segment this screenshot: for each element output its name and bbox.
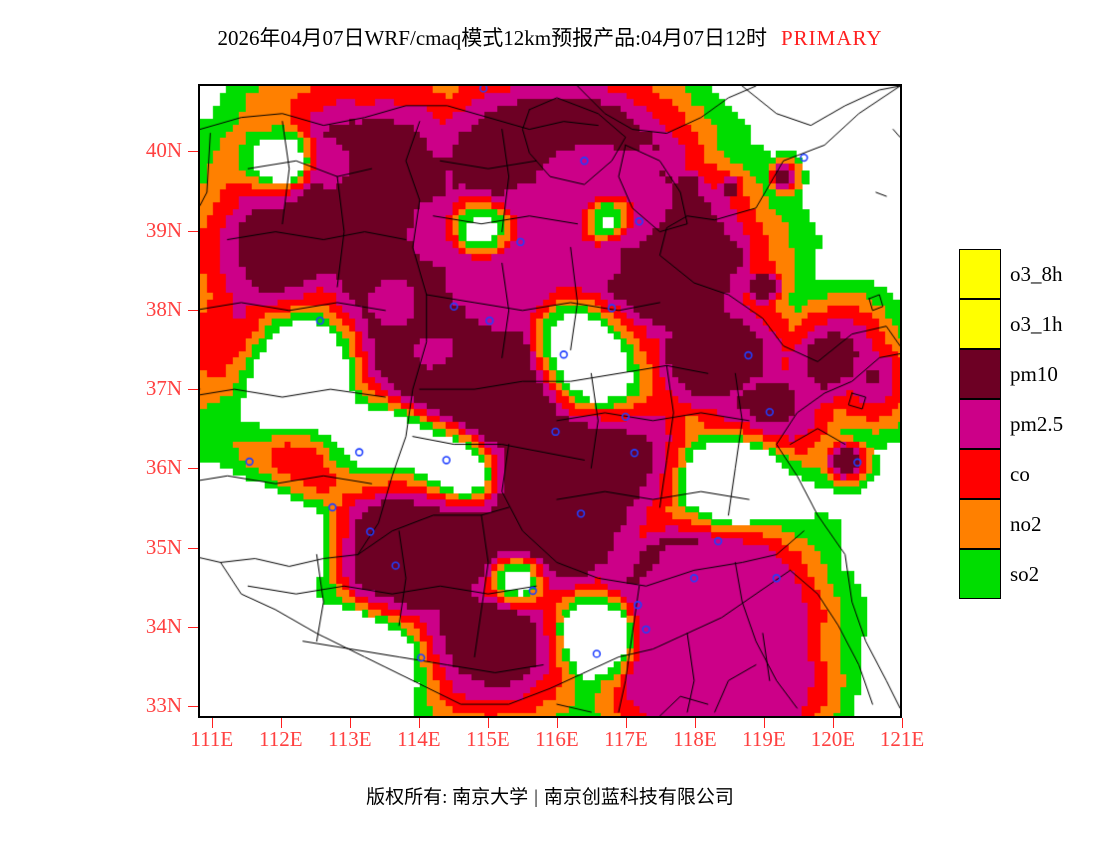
legend-swatch-icon [959, 299, 1001, 349]
x-axis-tick [211, 718, 213, 728]
legend-swatch-icon [959, 399, 1001, 449]
x-axis-label: 112E [259, 727, 303, 751]
x-axis-tick [902, 718, 903, 728]
x-axis-tick [625, 718, 627, 728]
map-plot-area[interactable] [198, 84, 902, 718]
footer-separator: | [534, 787, 538, 808]
x-axis-tick [487, 718, 489, 728]
x-axis-tick [556, 718, 558, 728]
y-axis-tick [188, 706, 198, 708]
legend-swatch-icon [959, 549, 1001, 599]
legend-item-o3-1h[interactable]: o3_1h [959, 299, 1063, 349]
y-axis-label: 39N [145, 217, 182, 242]
title-main-text: 2026年04月07日WRF/cmaq模式12km预报产品:04月07日12时 [217, 26, 767, 50]
y-axis-tick [188, 468, 198, 470]
legend-swatch-icon [959, 249, 1001, 299]
x-axis-label: 114E [397, 727, 441, 751]
y-axis-tick [188, 230, 198, 232]
y-axis-label: 34N [145, 613, 182, 638]
y-axis-tick [188, 389, 198, 391]
y-axis-label: 38N [145, 296, 182, 321]
legend-swatch-icon [959, 449, 1001, 499]
legend-label: co [1010, 461, 1030, 486]
legend-panel: o3_8h o3_1h pm10 pm2.5 co no2 so2 [959, 249, 1063, 599]
y-axis-tick [188, 626, 198, 628]
legend-label: pm2.5 [1010, 411, 1064, 436]
x-axis-label: 119E [742, 727, 786, 751]
y-axis-label: 35N [145, 534, 182, 559]
legend-swatch-icon [959, 349, 1001, 399]
title-primary-badge: PRIMARY [780, 26, 883, 50]
page-title: 2026年04月07日WRF/cmaq模式12km预报产品:04月07日12时 P… [0, 22, 1100, 52]
x-axis-label: 113E [328, 727, 372, 751]
legend-item-no2[interactable]: no2 [959, 499, 1063, 549]
legend-label: no2 [1010, 511, 1042, 536]
y-axis-label: 37N [145, 376, 182, 401]
legend-item-o3-8h[interactable]: o3_8h [959, 249, 1063, 299]
legend-label: so2 [1010, 561, 1040, 586]
x-axis-tick [763, 718, 765, 728]
x-axis-tick [280, 718, 282, 728]
legend-label: pm10 [1010, 361, 1058, 386]
y-axis-label: 36N [145, 455, 182, 480]
x-axis-label: 117E [604, 727, 648, 751]
x-axis-label: 115E [466, 727, 510, 751]
footer-left-text: 版权所有: 南京大学 [366, 787, 529, 808]
x-axis-label: 120E [810, 727, 856, 751]
legend-label: o3_1h [1010, 311, 1063, 336]
x-axis-tick [349, 718, 351, 728]
legend-label: o3_8h [1010, 261, 1063, 286]
y-axis-tick [188, 151, 198, 153]
x-axis-label: 121E [879, 727, 925, 751]
x-axis-label: 118E [673, 727, 717, 751]
y-axis-tick [188, 547, 198, 549]
x-axis-label: 116E [535, 727, 579, 751]
legend-item-pm10[interactable]: pm10 [959, 349, 1063, 399]
y-axis-tick [188, 309, 198, 311]
legend-item-so2[interactable]: so2 [959, 549, 1063, 599]
legend-swatch-icon [959, 499, 1001, 549]
x-axis-tick [832, 718, 834, 728]
map-raster-canvas[interactable] [200, 86, 900, 716]
copyright-footer: 版权所有: 南京大学 | 南京创蓝科技有限公司 [0, 782, 1100, 809]
x-axis-label: 111E [190, 727, 234, 751]
y-axis-label: 40N [145, 138, 182, 163]
x-axis-tick [694, 718, 696, 728]
footer-right-text: 南京创蓝科技有限公司 [543, 787, 734, 808]
legend-item-pm2-5[interactable]: pm2.5 [959, 399, 1063, 449]
x-axis-tick [418, 718, 420, 728]
y-axis-label: 33N [145, 693, 182, 718]
legend-item-co[interactable]: co [959, 449, 1063, 499]
